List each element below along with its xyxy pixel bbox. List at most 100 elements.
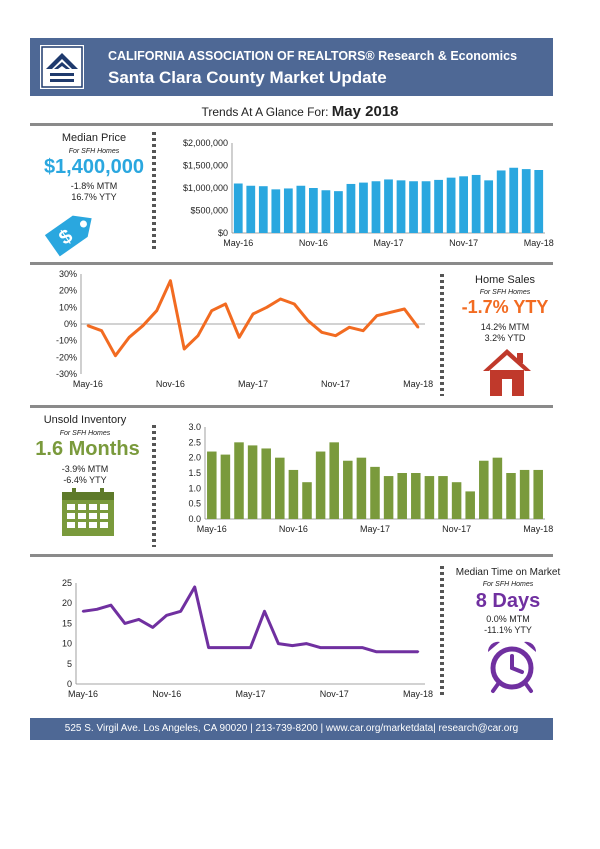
time-point: [374, 650, 378, 653]
time-point: [249, 646, 252, 649]
price-xtick-label: Nov-16: [299, 238, 328, 248]
price-ytick-label: $1,000,000: [183, 183, 228, 193]
sales-point: [183, 347, 186, 351]
time-point: [193, 585, 196, 589]
price-mtm: -1.8% MTM: [70, 181, 118, 191]
sales-point: [100, 329, 103, 332]
price-bar: [509, 167, 519, 233]
sales-sub: For SFH Homes: [479, 289, 531, 296]
trends-month: May 2018: [331, 103, 399, 120]
price-ytick-label: $2,000,000: [183, 138, 228, 148]
sales-ytick-label: 20%: [59, 286, 77, 296]
time-point: [109, 604, 113, 607]
price-xtick-label: May-16: [223, 238, 253, 248]
org-name: CALIFORNIA ASSOCIATION OF REALTORS® Rese…: [108, 49, 518, 63]
inventory-bar: [220, 454, 231, 519]
sales-ytick-label: -20%: [56, 352, 77, 362]
inventory-bar: [411, 473, 421, 519]
inventory-ytick-label: 1.5: [188, 468, 201, 478]
price-bar: [396, 180, 406, 233]
time-xtick-label: Nov-17: [320, 689, 349, 699]
time-ytick-label: 5: [67, 659, 72, 669]
dotted-separator: [440, 566, 444, 698]
time-series-line: [82, 585, 418, 654]
inventory-bar: [519, 469, 530, 519]
price-ytick-label: $0: [218, 228, 228, 238]
price-bar: [434, 179, 443, 233]
sales-point: [224, 302, 227, 306]
inventory-bar: [397, 473, 407, 519]
sales-ytick-label: 10%: [59, 302, 77, 312]
time-sub: For SFH Homes: [482, 581, 534, 588]
inventory-bar: [315, 451, 326, 519]
price-bar: [271, 189, 281, 233]
time-point: [263, 610, 266, 613]
price-bar: [471, 174, 481, 233]
time-point: [221, 646, 224, 649]
car-logo-icon: [40, 45, 84, 89]
time-point: [151, 626, 154, 629]
time-xtick-label: Nov-16: [152, 689, 181, 699]
inventory-bar: [261, 448, 271, 519]
sales-point: [127, 336, 131, 339]
calendar-icon: [60, 486, 116, 543]
sales-point: [403, 307, 406, 311]
inventory-value: 1.6 Months: [35, 438, 140, 460]
time-point: [333, 646, 336, 649]
inventory-ytick-label: 3.0: [188, 422, 201, 432]
time-point: [137, 618, 141, 621]
price-bar: [258, 186, 268, 233]
price-sub: For SFH Homes: [68, 148, 120, 155]
sales-point: [389, 311, 392, 314]
time-yty: -11.1% YTY: [484, 625, 532, 635]
sales-point: [361, 329, 365, 332]
sales-point: [141, 324, 145, 327]
inventory-bar: [329, 442, 339, 519]
inventory-ytick-label: 0.5: [188, 499, 201, 509]
alarm-clock-icon: [482, 638, 542, 699]
sales-xtick-label: Nov-17: [321, 379, 350, 389]
time-ytick-label: 10: [62, 639, 72, 649]
sales-point: [320, 331, 323, 334]
sales-ytick-label: -30%: [56, 369, 77, 379]
price-bar: [346, 183, 356, 233]
sales-ytick-label: 0%: [64, 319, 77, 329]
inventory-xtick-label: Nov-16: [279, 524, 308, 534]
sales-point: [334, 334, 337, 337]
sales-value: -1.7% YTY: [461, 297, 549, 317]
inventory-bar: [343, 460, 353, 519]
inventory-xtick-label: May-17: [360, 524, 390, 534]
time-xtick-label: May-18: [403, 689, 433, 699]
sales-point: [265, 306, 268, 309]
time-point: [416, 650, 420, 653]
price-bar: [308, 188, 318, 233]
inventory-bar: [247, 445, 258, 519]
time-point: [207, 646, 210, 649]
sales-label: Home Sales: [475, 274, 535, 286]
inventory-mtm: -3.9% MTM: [61, 464, 109, 474]
time-value: 8 Days: [475, 590, 541, 612]
time-point: [179, 610, 182, 613]
sales-point: [306, 319, 310, 322]
price-bar: [296, 185, 306, 233]
sales-point: [169, 279, 172, 282]
price-label: Median Price: [61, 132, 127, 144]
sales-xtick-label: Nov-16: [156, 379, 185, 389]
sales-point: [416, 326, 420, 329]
time-point: [360, 646, 364, 649]
price-value: $1,400,000: [43, 156, 145, 178]
inventory-bar: [533, 469, 543, 519]
dotted-separator: [152, 132, 156, 252]
inventory-yty: -6.4% YTY: [63, 475, 107, 485]
sales-ytick-label: 30%: [59, 269, 77, 279]
trends-heading: Trends At A Glance For: May 2018: [0, 103, 600, 120]
price-ytick-label: $1,500,000: [183, 161, 228, 171]
section-divider: [30, 262, 553, 265]
sales-point: [279, 297, 282, 301]
inventory-bar: [465, 491, 475, 519]
time-point: [347, 646, 350, 649]
time-ytick-label: 0: [67, 679, 72, 689]
time-point: [291, 644, 294, 647]
sales-point: [114, 354, 117, 357]
inventory-sub: For SFH Homes: [59, 430, 111, 437]
